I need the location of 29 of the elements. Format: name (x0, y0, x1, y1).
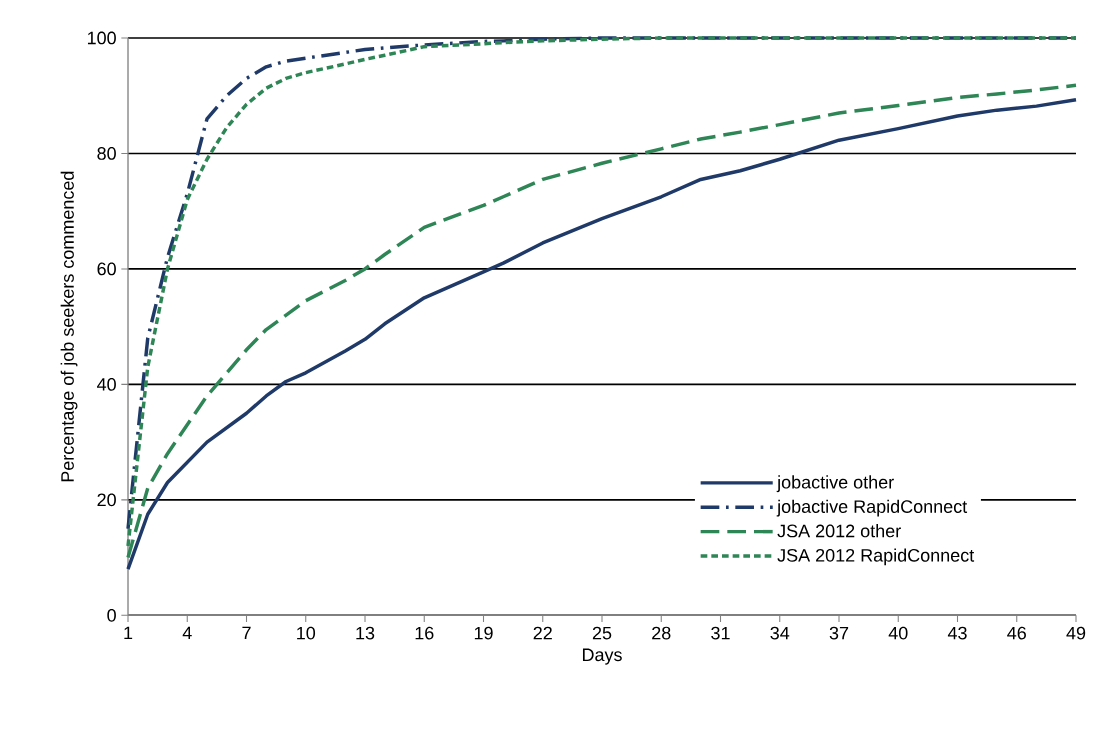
y-tick-label: 40 (97, 378, 116, 391)
legend-label: JSA 2012 RapidConnect (777, 548, 975, 566)
y-tick-label: 80 (97, 147, 116, 160)
x-tick-label: 13 (356, 626, 375, 640)
x-tick-label: 49 (1066, 626, 1086, 640)
legend-label: JSA 2012 other (777, 524, 901, 538)
y-tick-label: 20 (97, 493, 116, 507)
x-tick-label: 7 (242, 626, 251, 640)
x-tick-label: 34 (770, 626, 790, 640)
x-axis-title: Days (582, 648, 622, 665)
x-tick-label: 1 (124, 626, 133, 640)
x-tick-label: 4 (182, 626, 192, 640)
x-tick-label: 19 (474, 626, 493, 640)
x-tick-label: 28 (652, 626, 671, 640)
y-tick-label: 0 (107, 608, 116, 622)
x-tick-label: 25 (592, 626, 612, 640)
y-axis-title: Percentage of job seekers commenced (60, 171, 78, 482)
y-tick-label: 60 (97, 262, 116, 276)
x-tick-label: 16 (415, 626, 434, 640)
x-tick-label: 10 (297, 626, 316, 640)
x-tick-label: 40 (888, 626, 908, 640)
x-tick-label: 37 (829, 626, 849, 640)
x-tick-label: 43 (947, 626, 967, 640)
legend-label: jobactive other (776, 475, 894, 493)
x-tick-label: 31 (711, 626, 730, 640)
legend-label: jobactive RapidConnect (776, 499, 968, 517)
y-tick-label: 100 (87, 31, 116, 45)
x-tick-label: 22 (533, 626, 552, 640)
x-tick-label: 46 (1007, 626, 1026, 640)
